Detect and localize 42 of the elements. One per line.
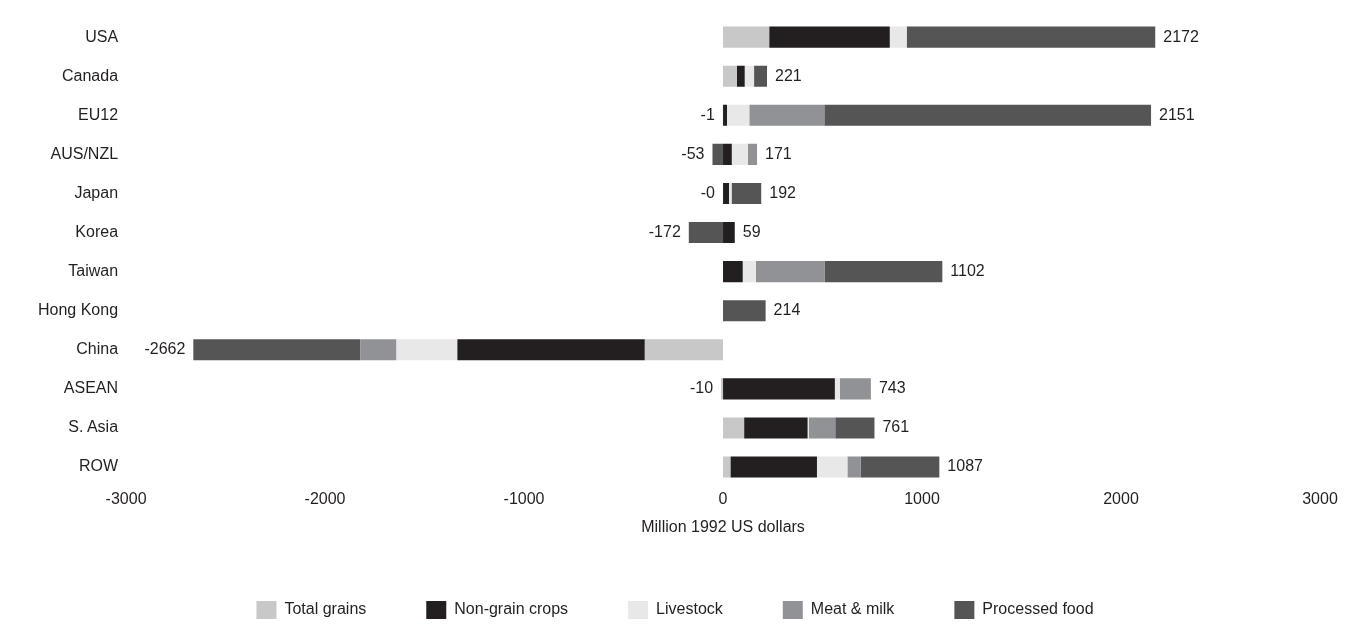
y-tick-label: Taiwan bbox=[68, 262, 119, 280]
annotation: 743 bbox=[878, 379, 906, 397]
annotation: -10 bbox=[689, 379, 714, 397]
annotation: 1087 bbox=[947, 457, 984, 475]
annotation: 192 bbox=[769, 183, 797, 201]
annotation: 171 bbox=[765, 144, 792, 162]
annotation: 1102 bbox=[950, 262, 985, 280]
x-tick-label: -1000 bbox=[503, 489, 545, 507]
legend-label: Non-grain crops bbox=[454, 600, 569, 618]
annotation: 214 bbox=[773, 301, 801, 319]
annotation: 2172 bbox=[1163, 27, 1199, 45]
y-tick-label: ROW bbox=[78, 457, 119, 475]
annotation: 221 bbox=[775, 66, 802, 84]
x-tick-label: 0 bbox=[718, 489, 728, 507]
y-tick-label: ASEAN bbox=[63, 379, 119, 397]
annotation: 59 bbox=[742, 222, 761, 240]
x-tick-label: 3000 bbox=[1302, 489, 1338, 507]
y-tick-label: Hong Kong bbox=[38, 301, 119, 319]
annotation: -172 bbox=[648, 222, 681, 240]
annotation: -0 bbox=[700, 183, 716, 201]
y-tick-label: Korea bbox=[75, 222, 119, 240]
legend-label: Processed food bbox=[982, 600, 1094, 618]
x-tick-label: 2000 bbox=[1103, 489, 1139, 507]
y-tick-label: EU12 bbox=[78, 105, 119, 123]
x-tick-label: 1000 bbox=[904, 489, 940, 507]
y-tick-label: Japan bbox=[74, 183, 119, 201]
y-tick-label: USA bbox=[85, 27, 119, 45]
y-tick-label: China bbox=[76, 340, 119, 358]
annotation: 761 bbox=[882, 418, 910, 436]
annotation: -1 bbox=[700, 105, 715, 123]
legend-label: Livestock bbox=[656, 600, 724, 618]
legend-label: Meat & milk bbox=[810, 600, 896, 618]
x-axis-title: Million 1992 US dollars bbox=[641, 517, 805, 535]
y-tick-label: Canada bbox=[62, 66, 119, 84]
legend-label: Total grains bbox=[284, 600, 367, 618]
y-tick-label: AUS/NZL bbox=[50, 144, 119, 162]
y-tick-label: S. Asia bbox=[68, 418, 119, 436]
annotation: -53 bbox=[681, 144, 705, 162]
annotation: -2662 bbox=[144, 340, 186, 358]
x-tick-label: -2000 bbox=[304, 489, 346, 507]
x-tick-label: -3000 bbox=[105, 489, 147, 507]
annotation: 2151 bbox=[1159, 105, 1195, 123]
